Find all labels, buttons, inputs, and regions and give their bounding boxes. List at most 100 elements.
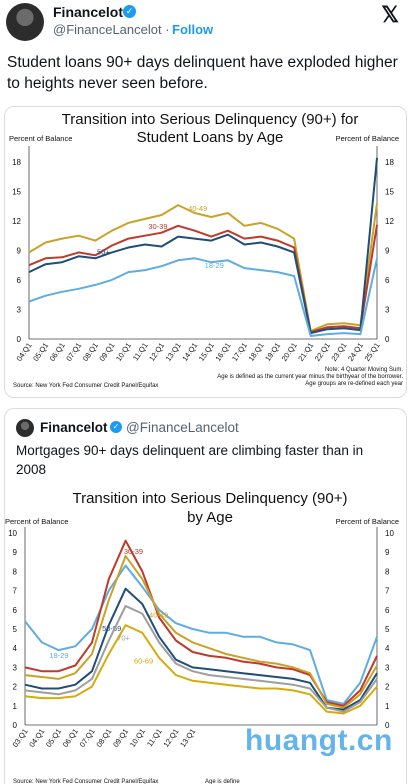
chart-note-line: Note: 4 Quarter Moving Sum. (325, 367, 403, 373)
chart-title-line: Transition into Serious Delinquency (90+… (72, 490, 347, 507)
y-tick-label: 4 (13, 644, 18, 653)
chart-source: Source: New York Fed Consumer Credit Pan… (13, 779, 158, 784)
y-tick-label: 1 (13, 702, 18, 711)
series-line (24, 624, 378, 715)
series-line (24, 564, 378, 705)
y-axis-label-left: Percent of Balance (5, 517, 68, 526)
author-name[interactable]: Financelot (53, 4, 124, 20)
watermark: huangt.cn (245, 724, 393, 757)
x-tick-label: 18:Q1 (247, 341, 266, 363)
x-tick-label: 06:Q1 (61, 727, 80, 749)
chart-note-line: Age groups are re-defined each year (305, 381, 403, 387)
y-tick-label: 2 (13, 683, 18, 692)
x-tick-label: 11:Q1 (131, 341, 150, 362)
y-tick-label-right: 4 (385, 644, 390, 653)
series-label: 70+ (117, 634, 130, 643)
x-tick-label: 06:Q1 (48, 341, 67, 363)
series-label: 18-29 (49, 651, 68, 660)
quoted-tweet[interactable]: Financelot ✓ @FinanceLancelot Mortgages … (4, 408, 407, 784)
y-tick-label-right: 1 (385, 702, 390, 711)
chart-source: Source: New York Fed Consumer Credit Pan… (13, 383, 158, 389)
x-tick-label: 11:Q1 (145, 727, 164, 748)
tweet-header: Financelot ✓ @FinanceLancelot · Follow 𝕏 (0, 0, 409, 44)
y-tick-label-right: 6 (385, 606, 390, 615)
series-label: 40-49 (188, 204, 207, 213)
y-tick-label: 6 (17, 276, 22, 285)
series-label: 30-39 (124, 547, 143, 556)
verified-badge-icon: ✓ (123, 5, 136, 18)
series-label: 40-49 (149, 610, 168, 619)
y-tick-label: 3 (17, 305, 22, 314)
y-tick-label-right: 0 (385, 335, 390, 344)
x-tick-label: 19:Q1 (263, 341, 282, 363)
x-tick-label: 14:Q1 (180, 341, 199, 363)
x-tick-label: 09:Q1 (97, 341, 116, 363)
y-axis-label-right: Percent of Balance (336, 517, 399, 526)
y-tick-label: 12 (12, 217, 21, 226)
y-tick-label: 7 (13, 587, 18, 596)
y-axis-label-left: Percent of Balance (9, 134, 72, 143)
x-logo-icon[interactable]: 𝕏 (381, 2, 399, 27)
y-tick-label-right: 0 (385, 721, 390, 730)
avatar[interactable] (6, 3, 44, 41)
series-label: 18-29 (205, 261, 224, 270)
x-tick-label: 17:Q1 (230, 341, 249, 363)
y-tick-label: 5 (13, 625, 18, 634)
author-handle[interactable]: @FinanceLancelot · (53, 22, 170, 37)
y-tick-label-right: 8 (385, 567, 390, 576)
chart-title-line: by Age (187, 509, 233, 526)
y-tick-label: 3 (13, 663, 18, 672)
y-tick-label-right: 6 (385, 276, 390, 285)
series-label: 50+ (97, 247, 110, 256)
x-tick-label: 25:Q1 (363, 341, 382, 363)
series-line (24, 587, 378, 711)
x-tick-label: 23:Q1 (329, 341, 348, 363)
series-line (28, 157, 378, 335)
x-tick-label: 22:Q1 (313, 341, 332, 363)
series-line (28, 257, 378, 337)
x-tick-label: 04:Q1 (15, 341, 34, 363)
tweet-text: Student loans 90+ days delinquent have e… (7, 54, 398, 92)
y-tick-label-right: 15 (385, 187, 394, 196)
chart-note-partial: Age is define (205, 779, 240, 784)
follow-button[interactable]: Follow (172, 22, 214, 37)
quoted-author-name: Financelot (40, 420, 108, 435)
x-tick-label: 05:Q1 (44, 727, 63, 749)
x-tick-label: 12:Q1 (161, 727, 180, 749)
y-tick-label: 15 (12, 187, 21, 196)
y-tick-label: 9 (17, 246, 22, 255)
series-line (24, 605, 378, 713)
series-label: 30-39 (148, 222, 167, 231)
y-tick-label-right: 3 (385, 663, 390, 672)
chart-note-line: Age is defined as the current year minus… (217, 374, 403, 380)
x-tick-label: 21:Q1 (296, 341, 315, 363)
quoted-author-handle: @FinanceLancelot (126, 420, 239, 435)
x-tick-label: 16:Q1 (213, 341, 232, 363)
x-tick-label: 05:Q1 (31, 341, 50, 363)
x-tick-label: 15:Q1 (197, 341, 216, 363)
series-line (28, 224, 378, 334)
y-tick-label-right: 2 (385, 683, 390, 692)
quoted-verified-badge-icon: ✓ (110, 421, 122, 433)
y-tick-label-right: 9 (385, 246, 390, 255)
x-tick-label: 13:Q1 (178, 727, 197, 749)
chart-title-line: Student Loans by Age (137, 129, 284, 146)
quoted-avatar (16, 419, 34, 437)
y-tick-label: 9 (13, 548, 18, 557)
y-tick-label-right: 10 (385, 529, 394, 538)
x-tick-label: 09:Q1 (111, 727, 130, 749)
y-tick-label: 6 (13, 606, 18, 615)
chart-title-line: Transition into Serious Delinquency (90+… (62, 111, 359, 128)
x-tick-label: 10:Q1 (114, 341, 133, 363)
y-tick-label: 0 (17, 335, 22, 344)
y-tick-label-right: 7 (385, 587, 390, 596)
y-axis-label-right: Percent of Balance (336, 134, 399, 143)
y-tick-label-right: 3 (385, 305, 390, 314)
y-tick-label-right: 9 (385, 548, 390, 557)
student-loans-chart: Transition into Serious Delinquency (90+… (9, 111, 403, 389)
x-tick-label: 03:Q1 (11, 727, 30, 749)
chart-image-student-loans[interactable]: Transition into Serious Delinquency (90+… (4, 106, 407, 398)
series-line (28, 203, 378, 333)
quoted-tweet-text: Mortgages 90+ days delinquent are climbi… (16, 443, 364, 477)
y-tick-label: 10 (8, 529, 17, 538)
